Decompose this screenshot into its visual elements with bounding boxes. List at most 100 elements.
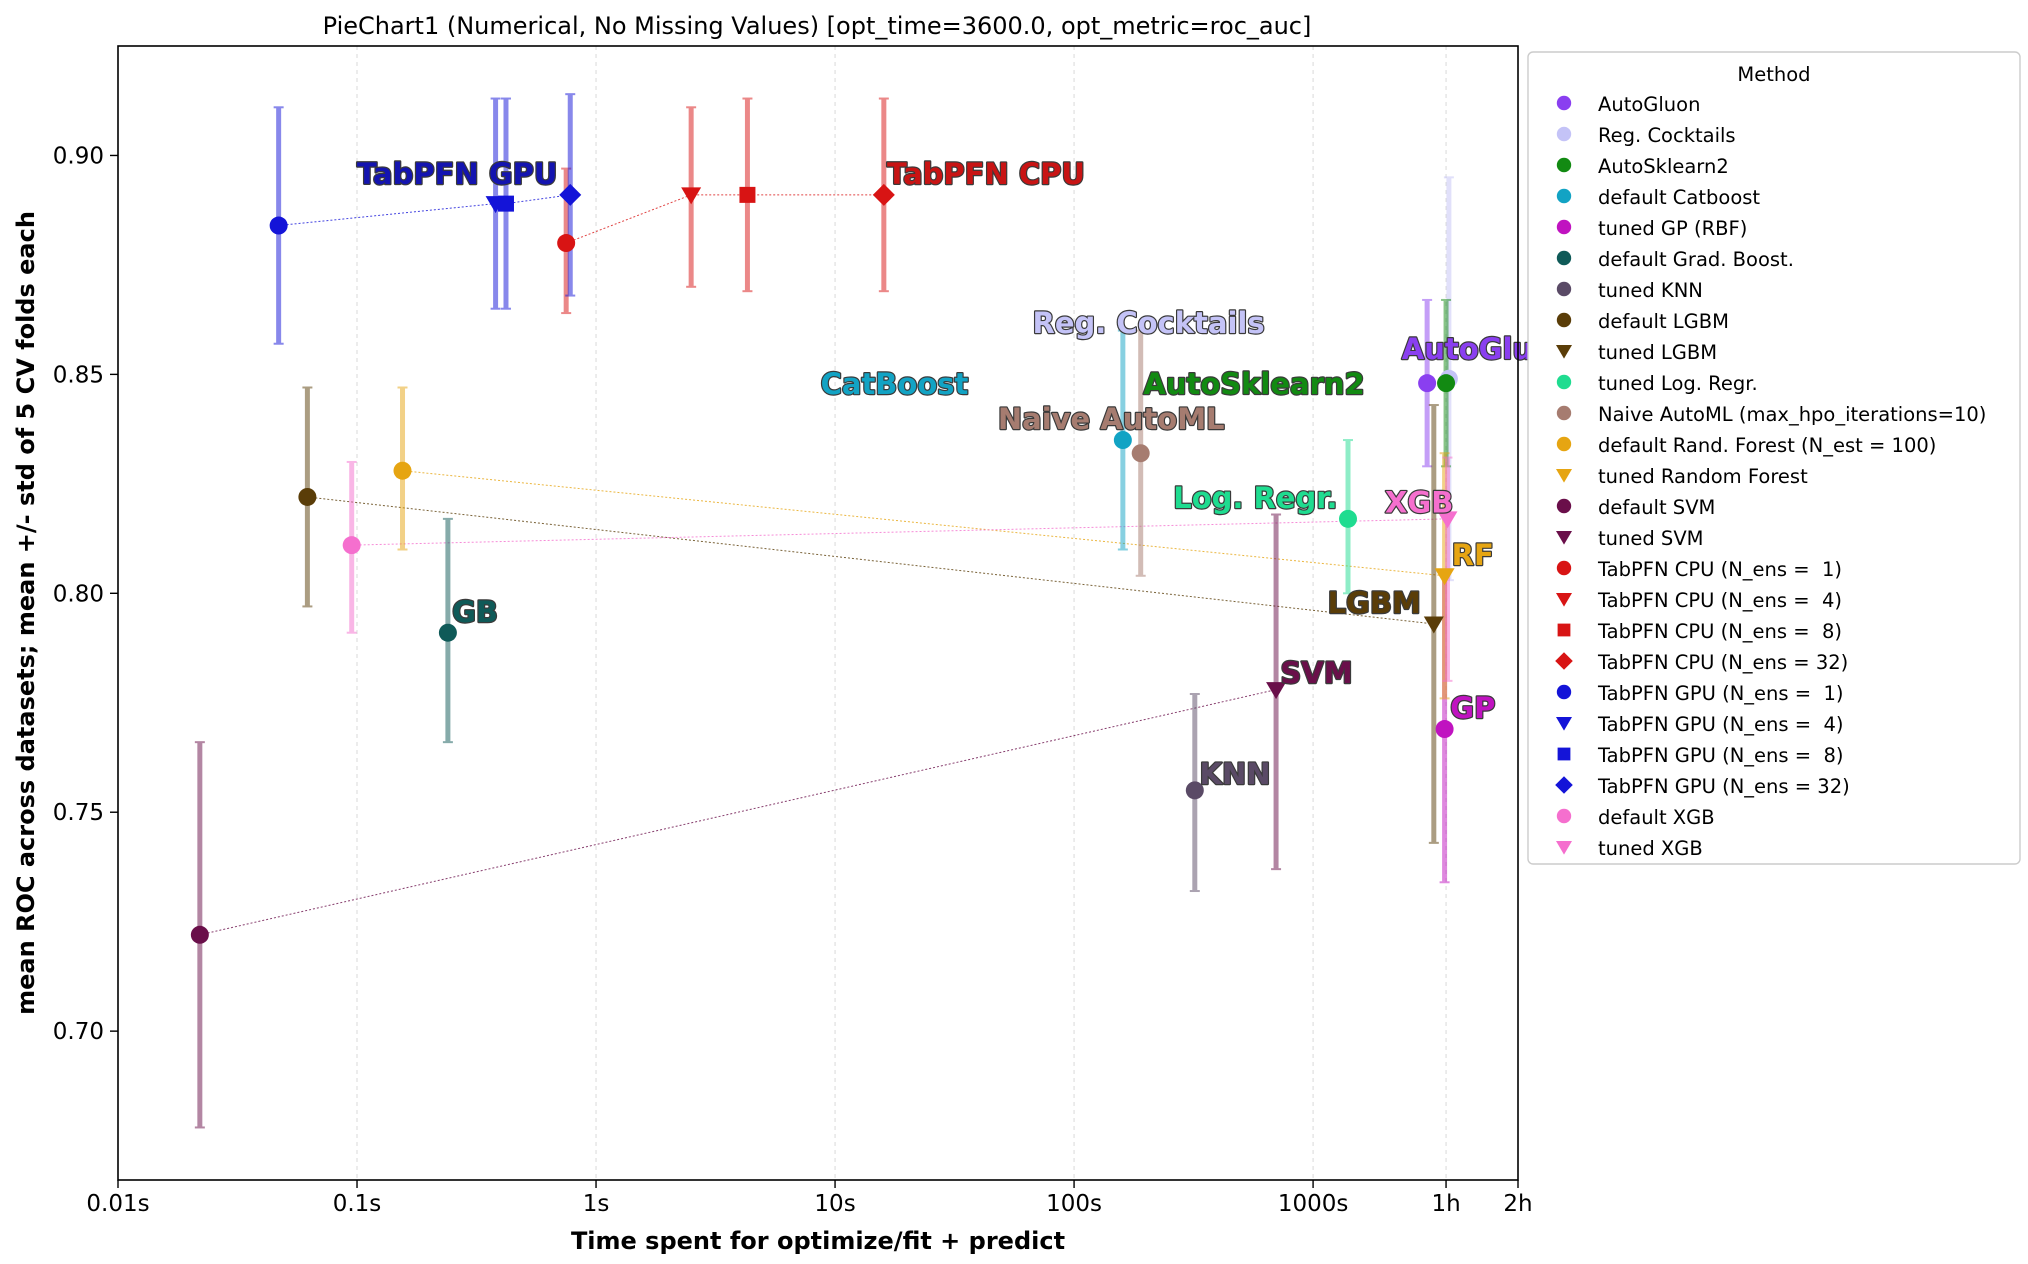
legend-label-default-catboost: default Catboost: [1598, 186, 1760, 209]
connector-lines: [199, 194, 1448, 936]
marker-tuned-gp-rbf: [1435, 720, 1454, 739]
marker-tabpfn-cpu-n-ens-8: [739, 186, 756, 203]
legend-marker-tabpfn-cpu-n-ens-8: [1557, 623, 1571, 637]
marker-tuned-svm: [1266, 682, 1287, 700]
plot-area: [117, 45, 1519, 1181]
legend-label-tabpfn-gpu-n-ens-1: TabPFN GPU (N_ens = 1): [1597, 682, 1844, 705]
marker-tabpfn-gpu-n-ens-8: [497, 195, 514, 212]
legend-marker-tuned-lgbm: [1556, 345, 1572, 359]
annotation-autosklearn2: AutoSklearn2: [1143, 367, 1364, 401]
legend-marker-tuned-knn: [1556, 281, 1572, 297]
marker-tabpfn-cpu-n-ens-1: [557, 234, 576, 253]
marker-tuned-lgbm: [1423, 616, 1444, 634]
data-markers: [190, 183, 1458, 944]
connector-default-lgbm: [307, 496, 1434, 625]
x-tick-label-10s: 10s: [814, 1191, 855, 1217]
x-tick-label-0-1s: 0.1s: [333, 1191, 382, 1217]
legend-marker-tabpfn-gpu-n-ens-4: [1556, 717, 1572, 731]
y-axis-ticks: 0.70 0.75 0.80 0.85 0.90: [53, 143, 118, 1045]
legend-marker-autosklearn2: [1556, 157, 1572, 173]
legend-marker-tuned-xgb: [1556, 841, 1572, 855]
legend-marker-default-rand-forest-n-est-100: [1556, 436, 1572, 452]
annotation-knn: KNN: [1200, 757, 1271, 791]
legend-label-tuned-knn: tuned KNN: [1598, 279, 1703, 302]
x-tick-label-2h: 2h: [1503, 1191, 1532, 1217]
legend-title: Method: [1737, 63, 1810, 86]
annotation-gp: GP: [1450, 691, 1495, 725]
annotation-tabpfn-cpu: TabPFN CPU: [887, 157, 1085, 191]
marker-tabpfn-cpu-n-ens-32: [872, 183, 895, 206]
legend-label-tuned-xgb: tuned XGB: [1598, 837, 1703, 860]
marker-default-lgbm: [298, 487, 317, 506]
legend-label-default-lgbm: default LGBM: [1598, 310, 1729, 333]
legend-marker-tabpfn-cpu-n-ens-1: [1556, 560, 1572, 576]
legend-label-tuned-log-regr: tuned Log. Regr.: [1598, 372, 1758, 395]
connector-default-rand-forest-n-est-100: [402, 470, 1445, 577]
legend-label-tuned-gp-rbf: tuned GP (RBF): [1598, 217, 1747, 240]
marker-default-grad-boost: [438, 623, 457, 642]
legend-label-naive-automl-max-hpo-iterations-10: Naive AutoML (max_hpo_iterations=10): [1598, 403, 1986, 426]
y-tick-label-0-90: 0.90: [53, 143, 104, 169]
connector-tabpfn-gpu: [278, 194, 571, 227]
legend-label-tabpfn-gpu-n-ens-4: TabPFN GPU (N_ens = 4): [1597, 713, 1844, 736]
legend-label-tabpfn-gpu-n-ens-8: TabPFN GPU (N_ens = 8): [1597, 744, 1844, 767]
marker-tabpfn-gpu-n-ens-1: [269, 216, 288, 235]
y-tick-label-0-70: 0.70: [53, 1019, 104, 1045]
chart-title: PieChart1 (Numerical, No Missing Values)…: [323, 12, 1312, 40]
x-tick-label-0-01s: 0.01s: [86, 1191, 149, 1217]
legend: Method AutoGluon Reg. Cocktails AutoSklear…: [1527, 51, 2021, 865]
annotation-xgb: XGB: [1385, 485, 1453, 519]
legend-marker-default-lgbm: [1556, 312, 1572, 328]
marker-default-rand-forest-n-est-100: [393, 461, 412, 480]
x-tick-label-100s: 100s: [1046, 1191, 1102, 1217]
legend-label-default-grad-boost: default Grad. Boost.: [1598, 248, 1794, 271]
marker-tuned-random-forest: [1434, 568, 1455, 586]
legend-marker-default-grad-boost: [1556, 250, 1572, 266]
marker-tuned-knn: [1185, 781, 1204, 800]
legend-label-default-xgb: default XGB: [1598, 806, 1715, 829]
legend-marker-default-xgb: [1556, 808, 1572, 824]
legend-marker-tabpfn-gpu-n-ens-8: [1557, 747, 1571, 761]
annotation-log-regr: Log. Regr.: [1173, 481, 1337, 515]
legend-label-tuned-lgbm: tuned LGBM: [1598, 341, 1717, 364]
legend-label-autogluon: AutoGluon: [1598, 93, 1700, 116]
marker-tabpfn-cpu-n-ens-4: [681, 187, 702, 205]
marker-tuned-xgb: [1437, 511, 1458, 529]
legend-label-autosklearn2: AutoSklearn2: [1598, 155, 1729, 178]
legend-label-tuned-svm: tuned SVM: [1598, 527, 1703, 550]
connector-default-xgb: [351, 518, 1448, 546]
annotation-tabpfn-gpu: TabPFN GPU: [357, 157, 557, 191]
legend-marker-tuned-random-forest: [1556, 469, 1572, 483]
legend-marker-tuned-svm: [1556, 531, 1572, 545]
marker-default-xgb: [342, 536, 361, 555]
marker-naive-automl-max-hpo-iterations-10: [1131, 444, 1150, 463]
legend-label-default-rand-forest-n-est-100: default Rand. Forest (N_est = 100): [1598, 434, 1936, 457]
legend-label-tabpfn-cpu-n-ens-1: TabPFN CPU (N_ens = 1): [1597, 558, 1842, 581]
annotation-rf: RF: [1452, 538, 1494, 572]
legend-label-tabpfn-gpu-n-ens-32: TabPFN GPU (N_ens = 32): [1597, 775, 1850, 798]
legend-marker-tuned-gp-rbf: [1556, 219, 1572, 235]
y-axis-title: mean ROC across datasets; mean +/- std o…: [12, 211, 40, 1015]
legend-marker-autogluon: [1556, 95, 1572, 111]
marker-tabpfn-gpu-n-ens-32: [559, 183, 582, 206]
legend-marker-tabpfn-gpu-n-ens-1: [1556, 684, 1572, 700]
legend-label-tabpfn-cpu-n-ens-8: TabPFN CPU (N_ens = 8): [1597, 620, 1842, 643]
annotation-gb: GB: [452, 595, 498, 629]
legend-marker-reg-cocktails: [1556, 126, 1572, 142]
annotation-reg-cocktails: Reg. Cocktails: [1032, 306, 1264, 340]
x-tick-label-1s: 1s: [583, 1191, 610, 1217]
legend-marker-tuned-log-regr: [1556, 374, 1572, 390]
marker-default-catboost: [1113, 431, 1132, 450]
legend-marker-tabpfn-gpu-n-ens-32: [1555, 776, 1573, 794]
marker-default-svm: [190, 925, 209, 944]
x-tick-label-1h: 1h: [1431, 1191, 1460, 1217]
annotation-lgbm: LGBM: [1328, 586, 1421, 620]
marker-autosklearn2: [1437, 374, 1456, 393]
x-axis-ticks: 0.01s 0.1s 1s 10s 100s 1000s 1h 2h: [86, 1180, 1533, 1217]
legend-label-tuned-random-forest: tuned Random Forest: [1598, 465, 1808, 488]
annotation-svm: SVM: [1280, 656, 1352, 690]
legend-marker-tabpfn-cpu-n-ens-4: [1556, 593, 1572, 607]
y-tick-label-0-80: 0.80: [53, 581, 104, 607]
legend-marker-naive-automl-max-hpo-iterations-10: [1556, 405, 1572, 421]
